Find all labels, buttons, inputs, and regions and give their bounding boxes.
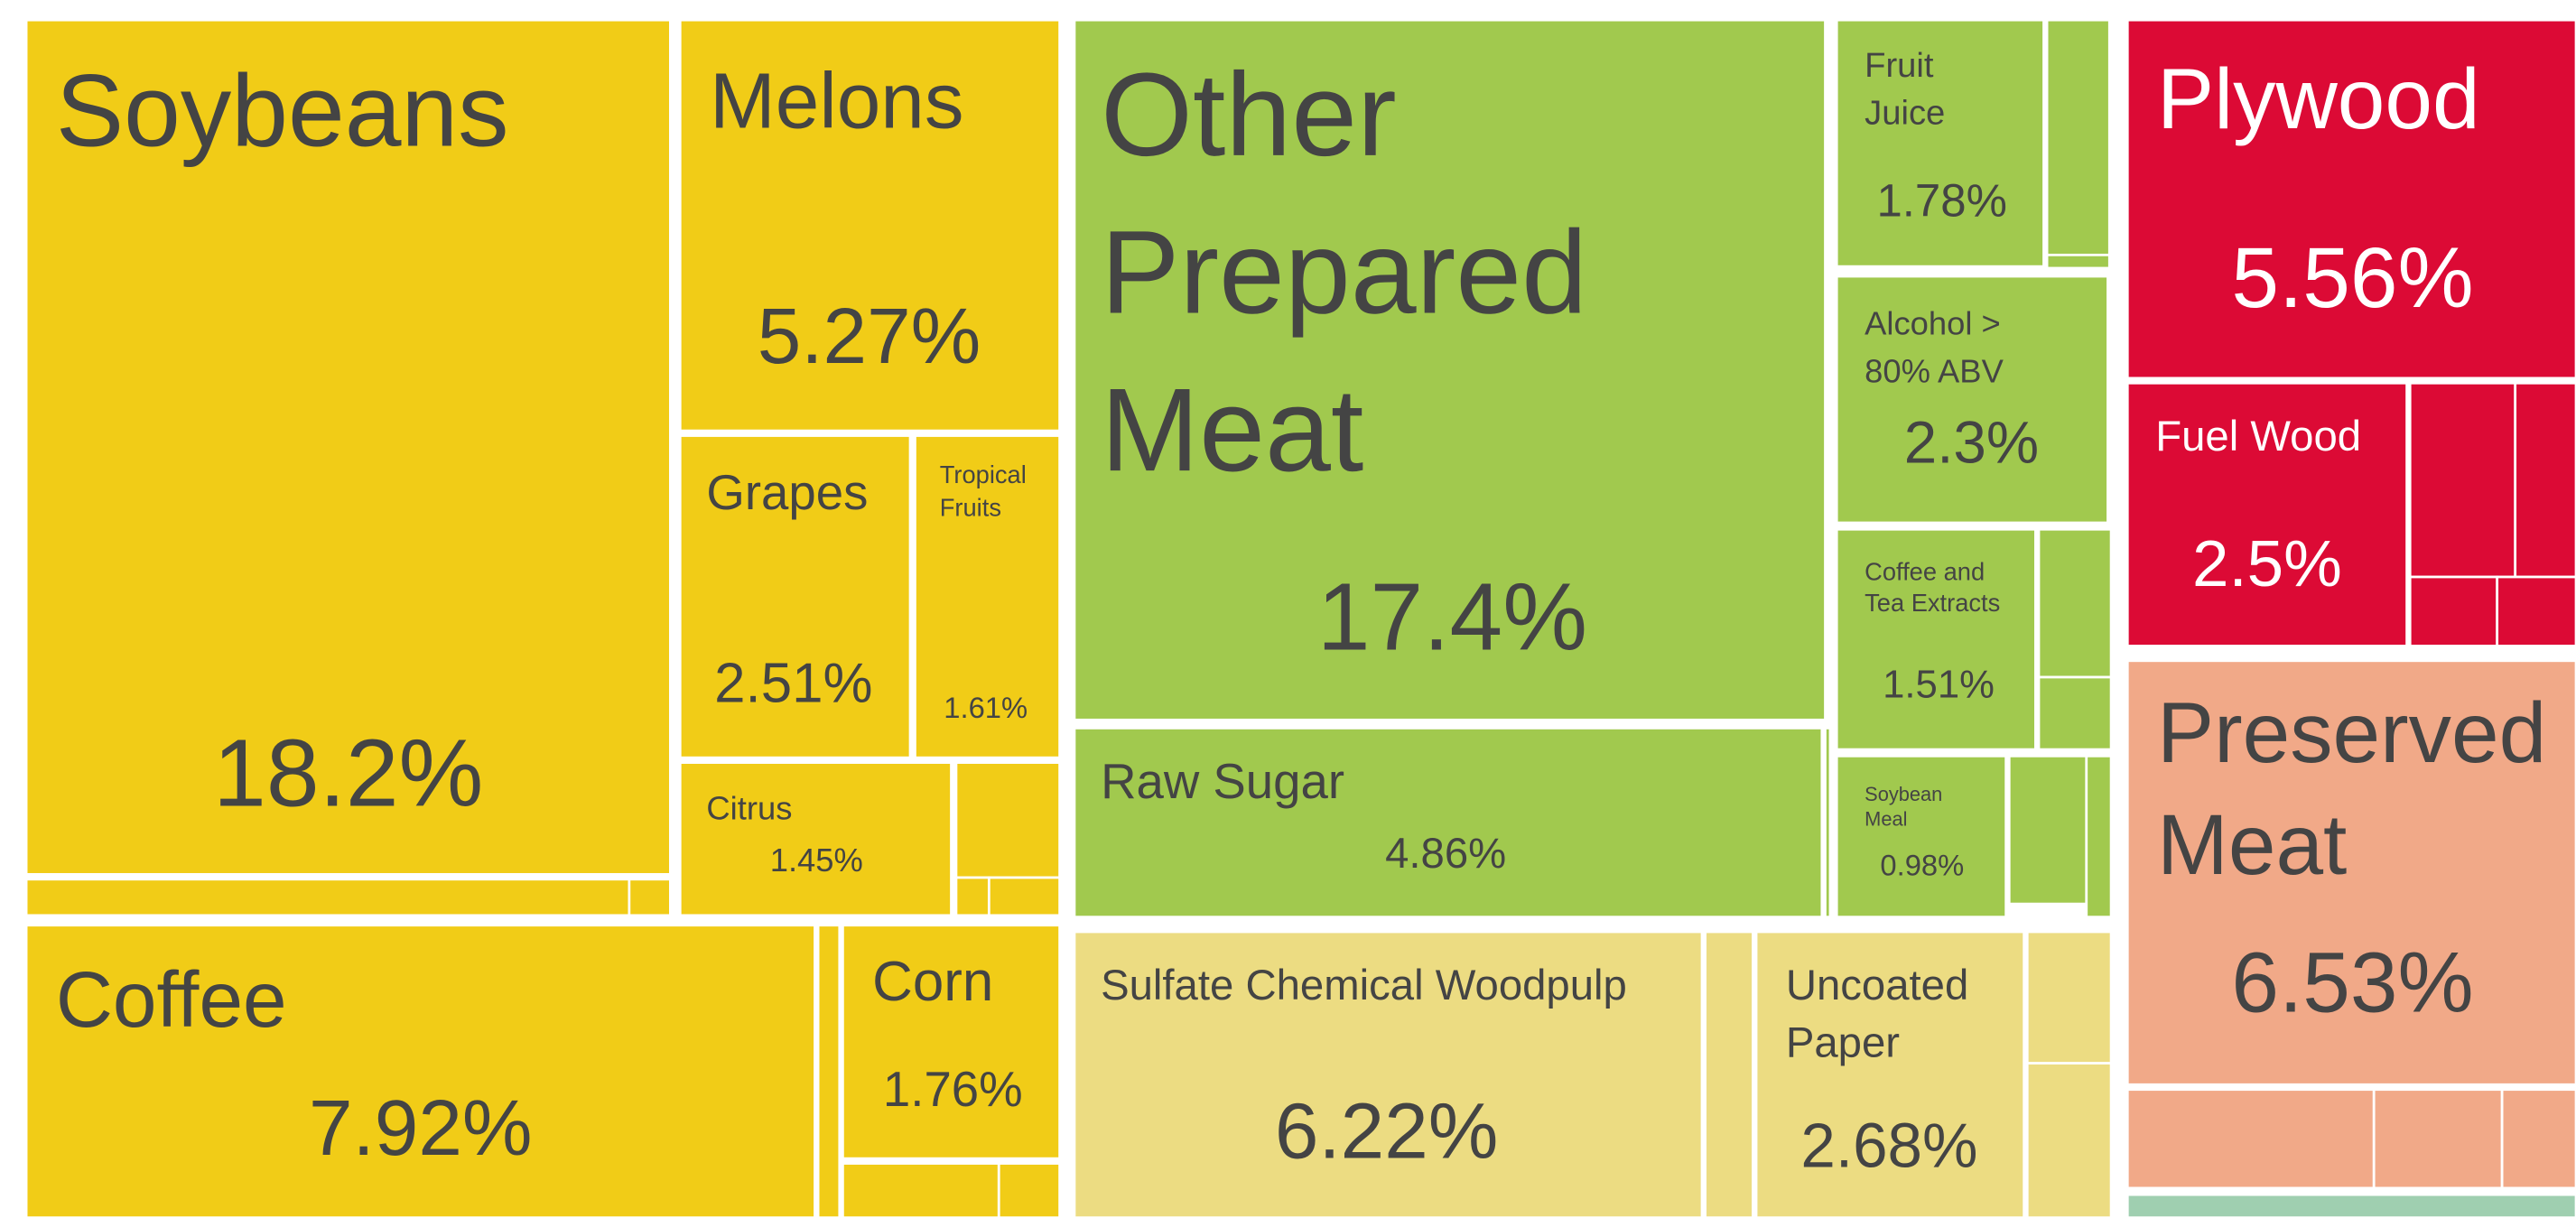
tile-value-label: 6.53% [2231, 935, 2473, 1031]
tile-label: Plywood [2157, 51, 2480, 147]
tile-value-label: 2.68% [1800, 1110, 1977, 1180]
tile [1835, 18, 2045, 268]
tile [678, 761, 953, 917]
tile-label: Other Prepared Meat [1101, 47, 1587, 495]
tile-label: Soybeans [56, 53, 509, 167]
tile [1754, 930, 2026, 1218]
tile-value-label: 0.98% [1880, 849, 1964, 882]
tile-value-label: 1.51% [1883, 662, 1995, 706]
tile-value-label: 5.56% [2231, 230, 2473, 326]
tile-value-label: 2.3% [1904, 410, 2039, 476]
tile [1073, 727, 1824, 919]
tile [1073, 930, 1704, 1218]
tile-label: Uncoated Paper [1786, 961, 1968, 1066]
tile-value-label: 1.78% [1876, 174, 2006, 226]
tile-label: Soybean Meal [1865, 783, 1942, 830]
tile [678, 18, 1061, 432]
tile-value-label: 1.76% [883, 1062, 1023, 1117]
tile [1835, 274, 2109, 525]
tile-value-label: 2.51% [714, 652, 872, 714]
tile [24, 924, 816, 1218]
tile-value-label: 17.4% [1317, 564, 1587, 671]
tile-label: Sulfate Chemical Woodpulp [1101, 961, 1627, 1009]
tile [678, 434, 912, 759]
tile-label: Corn [872, 951, 993, 1013]
tile [2125, 659, 2576, 1086]
tile [842, 924, 1061, 1160]
tile-value-label: 1.61% [944, 691, 1028, 724]
tile-value-label: 2.5% [2192, 527, 2342, 600]
tile-label: Preserved Meat [2157, 685, 2546, 893]
tile-label: Alcohol >80% ABV [1865, 304, 2004, 389]
tile-label: Melons [710, 57, 964, 145]
tile-label: Grapes [706, 465, 868, 520]
tile [2125, 18, 2576, 380]
tiles: Soybeans 18.2% Melons 5.27% Grapes 2.51% Tropi… [24, 18, 2576, 1218]
tile-value-label: 5.27% [758, 292, 981, 380]
tile-value-label: 18.2% [213, 721, 483, 827]
tile-label: Fuel Wood [2155, 413, 2361, 460]
tile [2125, 381, 2408, 647]
tile-label: Tropical Fruits [940, 460, 1027, 521]
tile [1835, 754, 2007, 919]
tile-value-label: 6.22% [1275, 1087, 1499, 1176]
tile-value-label: 4.86% [1385, 830, 1506, 878]
tile [1835, 527, 2037, 751]
tile [24, 18, 672, 876]
tile-value-label: 1.45% [770, 841, 863, 879]
tile [1073, 18, 1827, 721]
tile-label: Fruit Juice [1865, 46, 1945, 133]
minor-tiles [24, 18, 2576, 1218]
tile-value-label: 7.92% [309, 1083, 533, 1172]
tile-label: Raw Sugar [1101, 755, 1344, 810]
tile-label: Coffee [56, 955, 287, 1044]
tile-label: Coffee and Tea Extracts [1865, 558, 2000, 618]
tile [914, 434, 1061, 759]
tile-label: Citrus [706, 789, 792, 826]
